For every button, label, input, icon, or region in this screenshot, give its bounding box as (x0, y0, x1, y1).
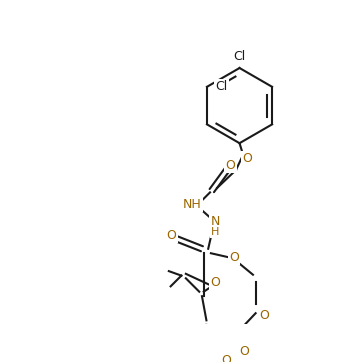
Text: O: O (242, 152, 252, 165)
Text: O: O (239, 345, 249, 358)
Text: NH: NH (183, 198, 201, 211)
Text: O: O (260, 310, 270, 323)
Text: O: O (229, 251, 239, 264)
Text: O: O (226, 159, 235, 172)
Text: Cl: Cl (215, 80, 227, 93)
Text: Cl: Cl (233, 50, 246, 63)
Text: O: O (210, 276, 220, 289)
Text: H: H (211, 227, 220, 237)
Text: O: O (221, 354, 231, 362)
Text: O: O (166, 229, 176, 242)
Text: N: N (211, 215, 220, 228)
